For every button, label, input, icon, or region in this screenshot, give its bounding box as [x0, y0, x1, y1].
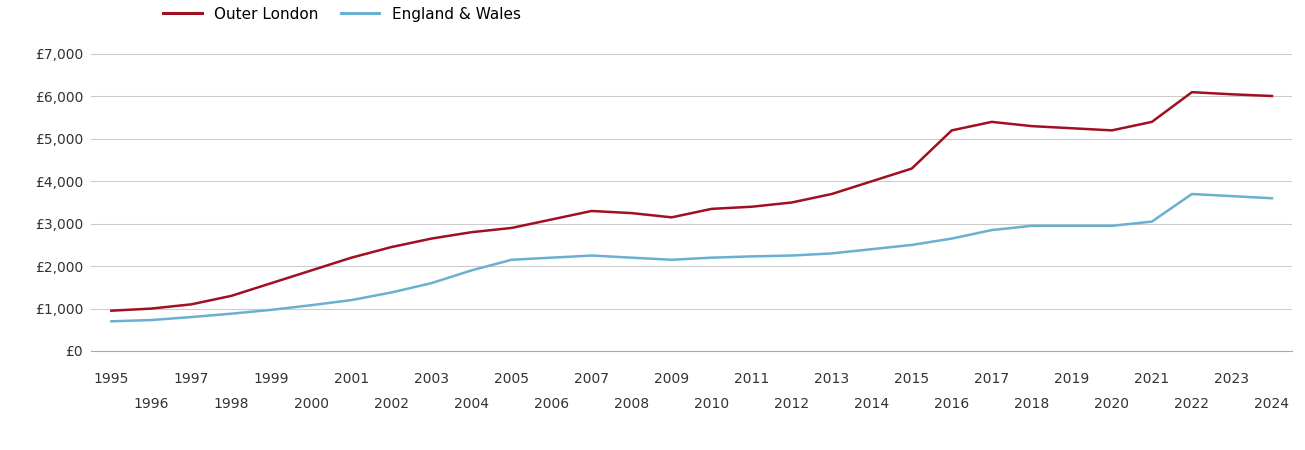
England & Wales [944, 236, 959, 241]
Text: 2018: 2018 [1014, 397, 1049, 411]
Text: 2014: 2014 [855, 397, 889, 411]
England & Wales [343, 297, 359, 303]
Text: 2022: 2022 [1174, 397, 1210, 411]
Outer London [1064, 126, 1079, 131]
Outer London [544, 217, 560, 222]
Outer London [1024, 123, 1040, 129]
England & Wales [904, 242, 920, 248]
Outer London [703, 206, 719, 211]
England & Wales [784, 253, 800, 258]
England & Wales [744, 254, 760, 259]
England & Wales [823, 251, 839, 256]
England & Wales [544, 255, 560, 261]
Text: 2005: 2005 [495, 372, 529, 386]
Text: 1997: 1997 [174, 372, 209, 386]
Outer London [944, 128, 959, 133]
England & Wales [664, 257, 680, 262]
England & Wales [1104, 223, 1120, 229]
Text: 2017: 2017 [975, 372, 1009, 386]
Outer London [1104, 128, 1120, 133]
Text: 2023: 2023 [1215, 372, 1249, 386]
England & Wales [424, 280, 440, 286]
England & Wales [1144, 219, 1160, 224]
Outer London [424, 236, 440, 241]
Outer London [103, 308, 119, 313]
Text: 1995: 1995 [94, 372, 129, 386]
Text: 2016: 2016 [934, 397, 970, 411]
Text: 2015: 2015 [894, 372, 929, 386]
Text: 2004: 2004 [454, 397, 489, 411]
England & Wales [304, 302, 320, 308]
Text: 2011: 2011 [733, 372, 770, 386]
Outer London [264, 280, 279, 286]
Outer London [904, 166, 920, 171]
England & Wales [184, 315, 200, 320]
Outer London [1144, 119, 1160, 125]
Outer London [384, 244, 399, 250]
Text: 2009: 2009 [654, 372, 689, 386]
England & Wales [504, 257, 519, 262]
England & Wales [703, 255, 719, 261]
England & Wales [1184, 191, 1199, 197]
Outer London [1184, 90, 1199, 95]
Outer London [184, 302, 200, 307]
England & Wales [103, 319, 119, 324]
Outer London [463, 230, 479, 235]
England & Wales [384, 290, 399, 295]
Text: 2000: 2000 [294, 397, 329, 411]
Text: 2001: 2001 [334, 372, 369, 386]
Outer London [343, 255, 359, 261]
Outer London [864, 179, 880, 184]
Text: 1998: 1998 [214, 397, 249, 411]
England & Wales [864, 247, 880, 252]
Text: 2008: 2008 [615, 397, 649, 411]
England & Wales [1064, 223, 1079, 229]
Outer London [144, 306, 159, 311]
Outer London [624, 211, 639, 216]
England & Wales [583, 253, 599, 258]
England & Wales [1224, 194, 1240, 199]
Outer London [223, 293, 239, 298]
Text: 2013: 2013 [814, 372, 850, 386]
Outer London [984, 119, 1000, 125]
England & Wales [144, 317, 159, 323]
Text: 2006: 2006 [534, 397, 569, 411]
Outer London [304, 268, 320, 273]
Text: 2012: 2012 [774, 397, 809, 411]
Text: 2019: 2019 [1054, 372, 1090, 386]
Outer London [1224, 92, 1240, 97]
Outer London [504, 225, 519, 231]
Legend: Outer London, England & Wales: Outer London, England & Wales [158, 0, 527, 28]
England & Wales [264, 307, 279, 313]
England & Wales [624, 255, 639, 261]
England & Wales [1265, 196, 1280, 201]
Outer London [823, 191, 839, 197]
Text: 2020: 2020 [1095, 397, 1129, 411]
Outer London [664, 215, 680, 220]
Outer London [1265, 93, 1280, 99]
Text: 2002: 2002 [375, 397, 408, 411]
England & Wales [223, 311, 239, 316]
Text: 2007: 2007 [574, 372, 609, 386]
Text: 1996: 1996 [133, 397, 170, 411]
Text: 1999: 1999 [253, 372, 290, 386]
Outer London [744, 204, 760, 209]
Line: Outer London: Outer London [111, 92, 1272, 310]
Text: 2021: 2021 [1134, 372, 1169, 386]
Text: 2024: 2024 [1254, 397, 1289, 411]
England & Wales [1024, 223, 1040, 229]
Line: England & Wales: England & Wales [111, 194, 1272, 321]
Text: 2010: 2010 [694, 397, 729, 411]
Text: 2003: 2003 [414, 372, 449, 386]
Outer London [583, 208, 599, 214]
England & Wales [984, 227, 1000, 233]
Outer London [784, 200, 800, 205]
England & Wales [463, 268, 479, 273]
